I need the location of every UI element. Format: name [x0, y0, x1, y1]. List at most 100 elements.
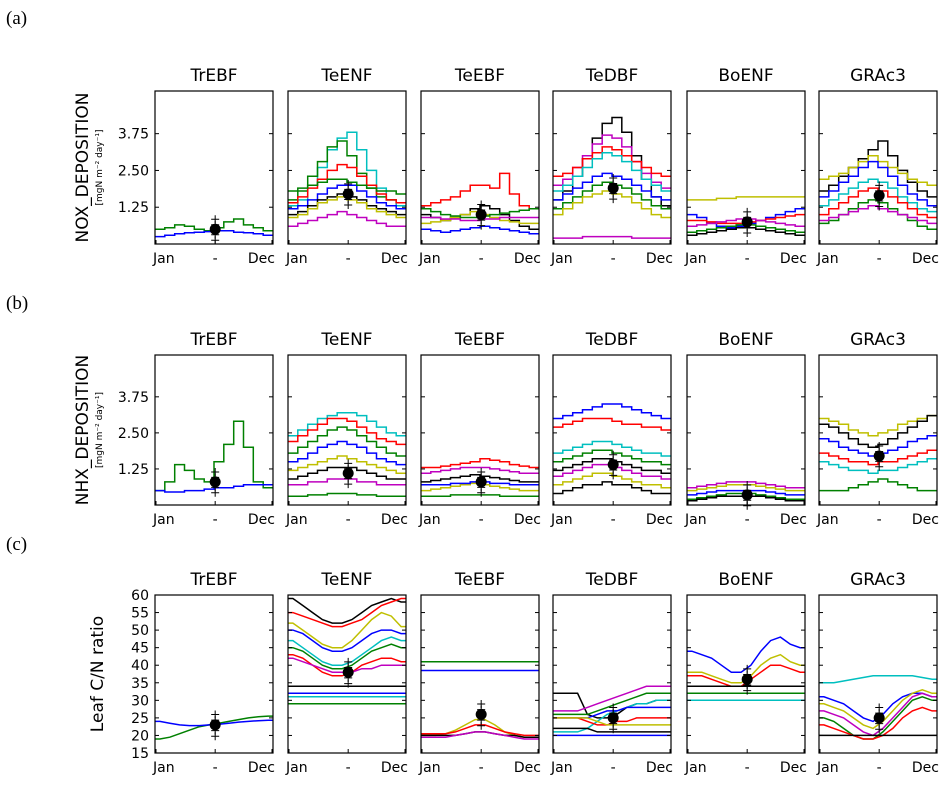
y-tick-label: 1.25: [118, 200, 149, 216]
subplot-frame: [154, 594, 274, 754]
x-tick-label: Dec: [912, 512, 939, 528]
series-group: [288, 597, 406, 705]
subplot-teenf: TeENF Jan - Dec: [285, 66, 408, 267]
series-line: [288, 636, 406, 666]
subplot-frame: [420, 594, 540, 754]
x-tick-label: Jan: [152, 251, 175, 267]
x-tick-label: Dec: [248, 512, 275, 528]
x-tick-label: Jan: [285, 760, 308, 776]
x-tick-label: Jan: [550, 760, 573, 776]
subplot-trebf: TrEBF Jan - Dec: [152, 570, 275, 776]
plus-marker: [211, 215, 220, 224]
y-tick-label: 2.50: [118, 426, 149, 442]
x-tick-label: -: [877, 760, 882, 776]
panel-row-2: NHX_DEPOSITION [mgN m⁻² day⁻¹] 1.25 2.50 3.7…: [73, 330, 939, 528]
plus-marker: [875, 703, 884, 712]
y-axis-label: NHX_DEPOSITION: [73, 355, 93, 505]
subplot-frame: [154, 90, 274, 245]
subplot-frame: [287, 594, 407, 754]
series-line: [687, 213, 805, 225]
subplot-title: TrEBF: [189, 330, 237, 350]
plus-marker: [743, 664, 752, 673]
panel-rows: NOX_DEPOSITION [mgN m⁻² day⁻¹]1.252.503.7…: [73, 66, 939, 776]
mean-marker: [342, 666, 354, 678]
x-tick-label: -: [877, 512, 882, 528]
x-tick-label: Dec: [646, 760, 673, 776]
subplot-title: BoENF: [718, 330, 773, 350]
subplot-title: TeDBF: [585, 66, 639, 86]
subplot-grac3: GRAc3 Jan - Dec: [816, 66, 939, 267]
subplot-title: TeENF: [320, 66, 372, 86]
series-line: [819, 178, 937, 213]
y-axis-unit: [mgN m⁻² day⁻¹]: [95, 130, 105, 206]
plus-marker: [609, 173, 618, 182]
plus-marker: [743, 207, 752, 216]
x-tick-label: Dec: [912, 251, 939, 267]
subplot-frame: [552, 90, 672, 245]
subplot-frame: [818, 354, 938, 506]
series-line: [553, 417, 671, 431]
series-line: [553, 235, 671, 239]
x-tick-label: -: [346, 760, 351, 776]
x-tick-label: Dec: [646, 251, 673, 267]
x-tick-label: -: [611, 760, 616, 776]
series-line: [288, 629, 406, 652]
subplot-grac3: GRAc3 Jan - Dec: [816, 570, 939, 776]
series-line: [819, 449, 937, 466]
x-tick-label: Jan: [285, 512, 308, 528]
series-line: [819, 154, 937, 186]
plus-marker: [211, 710, 220, 719]
series-group: [553, 403, 671, 495]
y-axis-unit: [mgN m⁻² day⁻¹]: [95, 392, 105, 468]
series-line: [819, 692, 937, 737]
subplot-teenf: TeENF Jan - Dec: [285, 330, 408, 528]
plus-marker: [477, 200, 486, 209]
series-line: [819, 706, 937, 740]
series-line: [553, 481, 671, 495]
series-line: [288, 411, 406, 437]
series-group: [553, 685, 671, 737]
panel-label-b: (b): [6, 293, 28, 314]
series-line: [819, 414, 937, 449]
subplot-frame: [818, 90, 938, 245]
subplot-title: BoENF: [718, 570, 773, 590]
subplot-frame: [154, 354, 274, 506]
subplot-frame: [420, 90, 540, 245]
x-tick-label: Jan: [684, 760, 707, 776]
series-line: [553, 403, 671, 420]
series-line: [819, 414, 937, 437]
series-line: [288, 597, 406, 624]
x-tick-label: -: [213, 512, 218, 528]
x-tick-label: Jan: [418, 251, 441, 267]
plus-marker: [875, 442, 884, 451]
x-tick-label: -: [611, 251, 616, 267]
x-tick-label: Dec: [780, 760, 807, 776]
series-line: [553, 134, 671, 189]
subplot-title: TeENF: [320, 570, 372, 590]
x-tick-label: Jan: [684, 251, 707, 267]
series-line: [553, 685, 671, 712]
subplot-title: GRAc3: [850, 330, 906, 350]
series-line: [819, 689, 937, 730]
mean-marker: [607, 459, 619, 471]
x-tick-label: -: [213, 251, 218, 267]
series-line: [288, 440, 406, 466]
series-line: [819, 478, 937, 492]
mean-marker: [873, 450, 885, 462]
subplot-title: TeEBF: [454, 330, 505, 350]
series-line: [553, 449, 671, 466]
series-line: [288, 455, 406, 475]
subplot-title: TrEBF: [189, 66, 237, 86]
subplot-frame: [686, 594, 806, 754]
series-line: [687, 196, 805, 201]
subplot-title: TeDBF: [585, 330, 639, 350]
plus-marker: [609, 450, 618, 459]
series-line: [819, 140, 937, 198]
subplot-tedbf: TeDBF Jan - Dec: [550, 330, 673, 528]
x-tick-label: -: [346, 512, 351, 528]
series-line: [819, 205, 937, 225]
series-group: [819, 140, 937, 231]
x-tick-label: Jan: [816, 251, 839, 267]
subplot-frame: [287, 354, 407, 506]
